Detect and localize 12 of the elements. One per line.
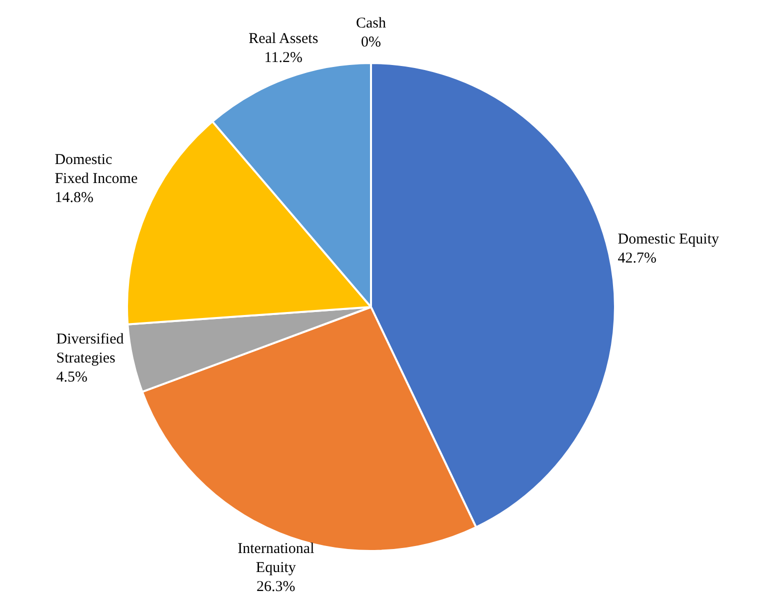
slice-label: International Equity	[238, 540, 314, 576]
text: 0%	[361, 34, 381, 50]
data-label: 14.8%	[54, 190, 94, 206]
category-label: Cash	[356, 15, 386, 32]
data-label: 42.7%	[618, 250, 657, 267]
data-label: 4.5%	[56, 369, 88, 386]
data-label: 11.2%	[264, 50, 302, 66]
slice-label: Diversified Strategies	[56, 331, 124, 366]
data-label: 26.3%	[256, 578, 296, 595]
slice-label: Domestic Equity	[618, 232, 720, 248]
slice-label: Real Assets	[248, 31, 318, 48]
slice-label: Domestic Fixed Income	[54, 152, 138, 187]
